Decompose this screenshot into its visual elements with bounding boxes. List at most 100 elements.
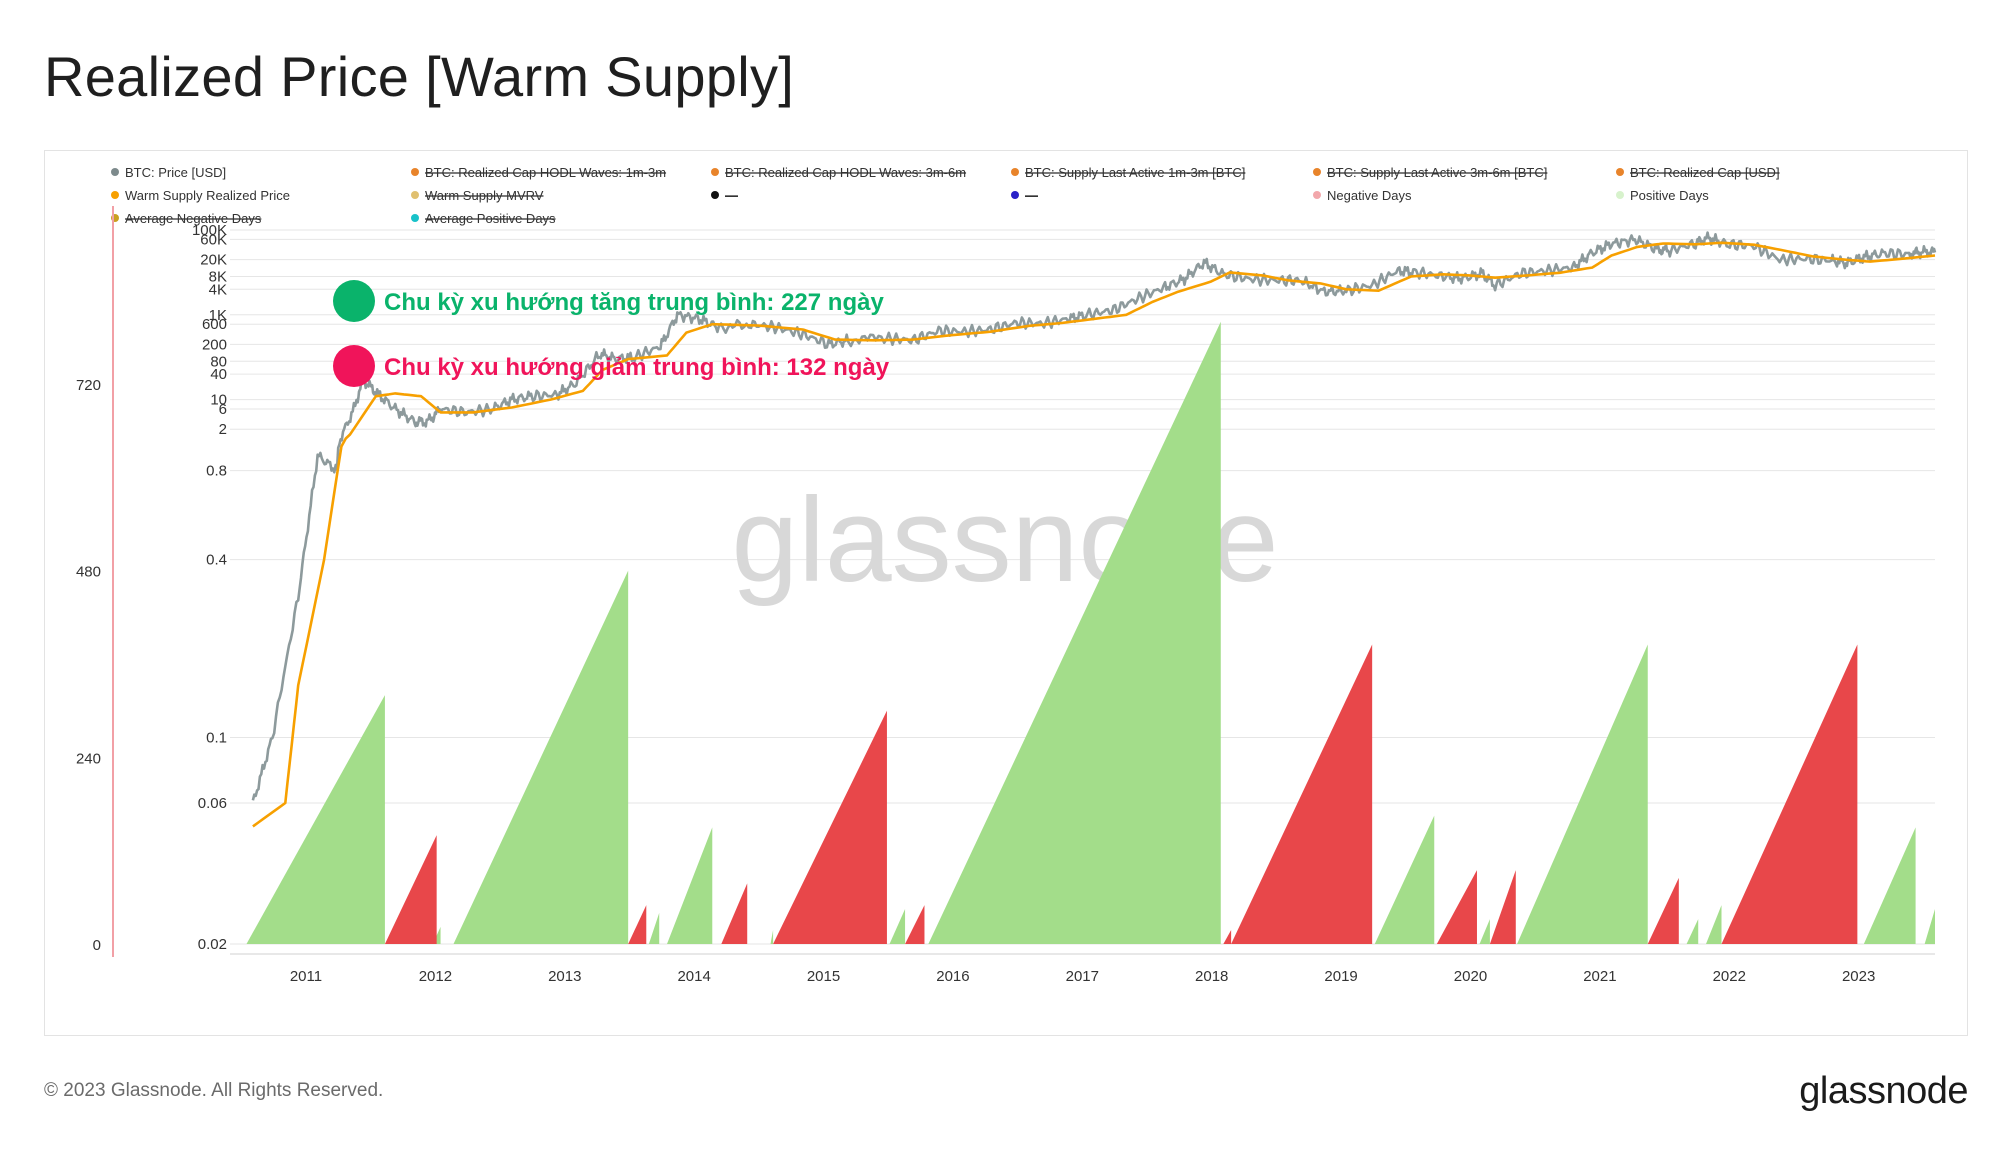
uptrend-annotation: Chu kỳ xu hướng tăng trung bình: 227 ngà… [384,289,884,316]
legend-item[interactable]: BTC: Realized Cap [USD] [1616,165,1780,180]
negative-days-run [1489,870,1516,944]
legend-label: BTC: Realized Cap [USD] [1630,165,1780,180]
legend-item[interactable]: BTC: Realized Cap HODL Waves: 3m-6m [711,165,966,180]
chart-frame: BTC: Price [USD] BTC: Realized Cap HODL W… [44,150,1968,1036]
legend-swatch [1313,191,1321,199]
days-tick-label: 0 [93,937,101,954]
positive-days-run [1517,644,1648,944]
price-line [251,231,1937,801]
positive-days-run [648,912,660,944]
legend-swatch [411,168,419,176]
negative-days-run [1647,877,1679,944]
legend-swatch [111,191,119,199]
legend-label: — [725,188,738,203]
legend-item[interactable]: BTC: Price [USD] [111,165,226,180]
legend-swatch [411,191,419,199]
positive-days-run [889,909,906,944]
legend-label: BTC: Price [USD] [125,165,226,180]
y-tick-label: 1K [209,307,227,324]
negative-days-run [773,710,887,944]
legend-item[interactable]: BTC: Realized Cap HODL Waves: 1m-3m [411,165,666,180]
legend-item[interactable]: — [1011,188,1038,203]
legend-item[interactable]: Negative Days [1313,188,1412,203]
downtrend-annotation: Chu kỳ xu hướng giảm trung bình: 132 ngà… [384,354,890,381]
x-tick-label: 2017 [1066,968,1099,985]
y-tick-label: 20K [200,252,227,269]
legend-item[interactable]: BTC: Supply Last Active 3m-6m [BTC] [1313,165,1547,180]
positive-days-run [453,570,629,944]
realized-price-line [252,241,1936,828]
x-tick-label: 2014 [677,968,710,985]
y-tick-label: 80 [210,353,227,370]
legend-swatch [711,191,719,199]
x-tick-label: 2022 [1713,968,1746,985]
days-tick-label: 480 [76,564,101,581]
negative-days-run [1436,870,1477,944]
legend-label: Warm Supply Realized Price [125,188,290,203]
page-title: Realized Price [Warm Supply] [44,45,795,108]
glassnode-logo: glassnode [1799,1070,1968,1112]
negative-days-run [905,905,925,944]
legend-item[interactable]: Positive Days [1616,188,1709,203]
legend-swatch [111,168,119,176]
positive-days-run [1479,919,1490,944]
legend-swatch [711,168,719,176]
legend-swatch [411,214,419,222]
y-tick-label: 10 [210,392,227,409]
y-tick-label: 600 [202,316,227,333]
positive-days-bars [246,321,1935,944]
legend: BTC: Price [USD] BTC: Realized Cap HODL W… [111,165,1780,226]
x-tick-label: 2015 [807,968,840,985]
negative-days-run [1231,644,1373,944]
negative-days-run [384,835,437,944]
copyright-text: © 2023 Glassnode. All Rights Reserved. [44,1080,384,1101]
x-tick-label: 2013 [548,968,581,985]
y-tick-label: 0.06 [198,795,227,812]
legend-item[interactable]: Average Positive Days [411,211,556,226]
positive-days-run [666,827,713,944]
legend-swatch [1616,191,1624,199]
positive-days-run [928,321,1221,944]
positive-days-run [1924,909,1935,944]
legend-label: Average Negative Days [125,211,262,226]
legend-item[interactable]: Warm Supply MVRV [411,188,544,203]
x-tick-label: 2012 [419,968,452,985]
legend-label: Warm Supply MVRV [425,188,544,203]
legend-item[interactable]: — [711,188,738,203]
legend-swatch [1011,191,1019,199]
legend-label: Negative Days [1327,188,1412,203]
legend-label: BTC: Realized Cap HODL Waves: 3m-6m [725,165,966,180]
x-tick-label: 2021 [1583,968,1616,985]
downtrend-marker [333,345,375,387]
x-tick-label: 2020 [1454,968,1487,985]
legend-swatch [1011,168,1019,176]
x-tick-label: 2018 [1195,968,1228,985]
annotations: Chu kỳ xu hướng tăng trung bình: 227 ngà… [333,280,890,387]
positive-days-run [1686,919,1699,944]
negative-days-bars [384,644,1858,944]
negative-days-run [1721,644,1858,944]
legend-swatch [1313,168,1321,176]
legend-item[interactable]: Average Negative Days [111,211,262,226]
y-tick-label: 100K [192,222,227,239]
uptrend-marker [333,280,375,322]
y-tick-label: 4K [209,281,227,298]
positive-days-run [246,695,385,944]
negative-days-run [1223,930,1232,944]
days-tick-label: 240 [76,750,101,767]
negative-days-run [721,883,748,944]
x-tick-label: 2016 [936,968,969,985]
y-tick-label: 0.1 [206,729,227,746]
positive-days-run [1863,827,1916,944]
positive-days-run [1374,815,1435,944]
x-tick-label: 2011 [290,968,322,985]
days-tick-label: 720 [76,377,101,394]
negative-days-run [628,905,647,944]
y-tick-label: 0.02 [198,936,227,953]
legend-item[interactable]: Warm Supply Realized Price [111,188,290,203]
legend-item[interactable]: BTC: Supply Last Active 1m-3m [BTC] [1011,165,1245,180]
y-tick-label: 0.8 [206,463,227,480]
y-tick-label: 200 [202,336,227,353]
chart-svg: BTC: Price [USD] BTC: Realized Cap HODL W… [76,165,1937,985]
